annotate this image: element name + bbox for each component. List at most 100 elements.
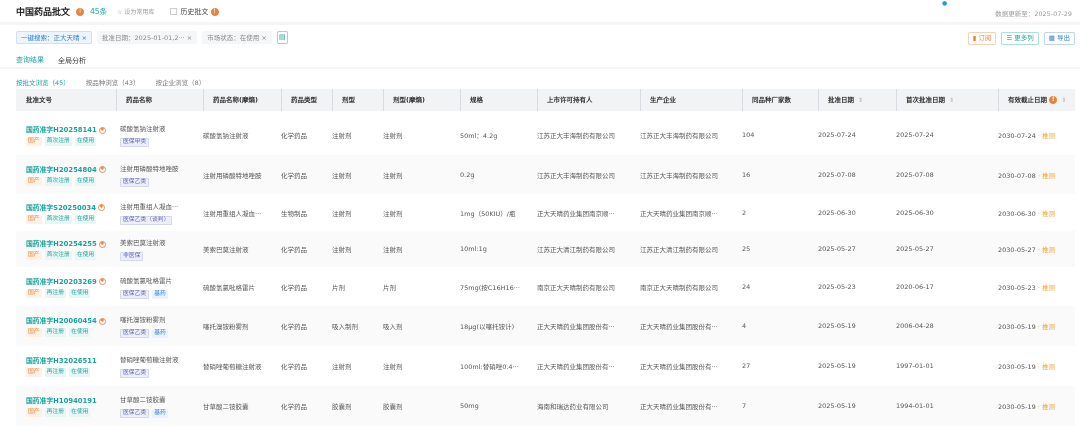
form2-cell: 注射剂 — [383, 246, 403, 254]
filter-save-icon[interactable]: ▤ — [276, 31, 288, 44]
holder-cell: 南京正大天晴制药有限公司 — [537, 283, 615, 292]
status-tag: 在使用 — [69, 408, 91, 417]
column-label: 批准文号 — [26, 96, 52, 104]
n-cell: 25 — [742, 245, 751, 253]
subscribe-label: 订阅 — [978, 34, 992, 42]
column-header[interactable]: 首次批准日期 ⇕ — [896, 89, 998, 111]
filter-chip[interactable]: 一键搜索：正大天晴 × — [16, 31, 93, 44]
close-icon[interactable]: × — [81, 34, 88, 42]
sort-icon[interactable]: ⇕ — [949, 97, 955, 104]
set-favorite-button[interactable]: ☆ 设为常用库 — [117, 7, 154, 16]
list-icon: ☰ — [1006, 34, 1013, 42]
first-cell: 2025-06-30 — [896, 208, 934, 217]
history-checkbox[interactable]: 历史批文 ! — [170, 7, 219, 17]
maker-cell: 南京正大天晴制药有限公司 — [640, 283, 718, 292]
indicator-dot: ● — [942, 0, 948, 7]
first-cell: 2025-07-24 — [896, 131, 934, 139]
column-header[interactable]: 剂型 — [332, 89, 383, 111]
subtab-by-variety[interactable]: 按品种浏览（43） — [85, 79, 140, 87]
approval-number-link[interactable]: 国药准字H32026511 — [26, 357, 97, 365]
type-cell: 化学药品 — [281, 363, 307, 371]
date-cell: 2025-05-27 — [818, 245, 856, 253]
date-cell: 2025-07-08 — [818, 170, 856, 179]
expire-date: 2030-07-08 — [998, 171, 1036, 180]
subtab-by-approval[interactable]: 按批文浏览（45） — [16, 79, 70, 87]
table-row[interactable]: 国药准字H20203269 ✱ 国产 再注册 在使用 硫酸氢氯吡格雷片 医保乙类 基药硫… — [16, 267, 1075, 306]
status-tag: 在使用 — [69, 328, 91, 337]
approval-number-link[interactable]: 国药准字H10940191 — [26, 397, 97, 405]
holder-cell: 正大天晴药业集团股份有··· — [537, 323, 615, 331]
status-tag: 再注册 — [44, 368, 67, 377]
form2-cell: 注射剂 — [383, 363, 403, 371]
filter-chip[interactable]: 批准日期：2025-01-01,2··· × — [97, 31, 198, 44]
favorite-label: 设为常用库 — [124, 9, 155, 16]
column-header[interactable]: 规格 — [460, 89, 537, 111]
drug-name-cell: 注射用磷酸特地唑胺 医保乙类 — [116, 163, 203, 187]
table-row[interactable]: 国药准字H20254804 ✱ 国产 首次注册 在使用 注射用磷酸特地唑胺 医保乙类注… — [16, 155, 1075, 194]
status-tag: 在使用 — [74, 251, 97, 260]
status-tag: 国产 — [26, 137, 42, 146]
checkbox-icon — [170, 8, 178, 15]
filter-label: 批准日期：2025-01-01,2··· — [102, 34, 185, 42]
column-header[interactable]: 药品名称(摩熵) — [203, 89, 281, 111]
column-header[interactable]: 有效截止日期 ! ⇕ — [998, 89, 1075, 111]
action-buttons: ▮ 订阅 ☰ 更多列 ▦ 导出 — [967, 32, 1075, 45]
expire-cell: 2030-05-19 · 推测 — [998, 363, 1055, 371]
guess-label: 推测 — [1041, 363, 1055, 371]
column-header[interactable]: 剂型(摩熵) — [383, 89, 460, 111]
holder-cell: 江苏正大丰海制药有限公司 — [537, 132, 615, 140]
column-header[interactable]: 药品类型 — [281, 89, 332, 111]
spec-cell: 100ml:替硝唑0.4··· — [460, 363, 519, 371]
export-button[interactable]: ▦ 导出 — [1043, 32, 1075, 45]
medal-icon: ✱ — [98, 240, 106, 248]
form2-cell: 注射剂 — [383, 171, 403, 180]
column-header[interactable]: 上市许可持有人 — [537, 89, 640, 111]
status-tag: 首次注册 — [44, 251, 72, 260]
close-icon[interactable]: × — [186, 34, 193, 42]
status-tag: 在使用 — [74, 137, 97, 146]
more-columns-button[interactable]: ☰ 更多列 — [1001, 32, 1039, 45]
date-cell: 2025-05-19 — [818, 322, 856, 330]
holder-cell: 江苏正大清江制药有限公司 — [537, 246, 615, 254]
table-row[interactable]: 国药准字S20250034 ✱ 国产 首次注册 在使用 注射用重组人凝血··· 医保乙… — [16, 194, 1075, 231]
filter-chip[interactable]: 市场状态：在使用 × — [202, 31, 272, 44]
column-header[interactable]: 药品名称 — [116, 89, 203, 111]
type-cell: 化学药品 — [281, 132, 307, 140]
guess-label: 推测 — [1041, 132, 1055, 140]
close-icon[interactable]: × — [261, 34, 267, 42]
table-row[interactable]: 国药准字H20258141 ✱ 国产 首次注册 在使用 碳酸氢钠注射液 医保甲类 碳酸氢… — [16, 115, 1075, 155]
column-header[interactable]: 批准文号 — [16, 89, 116, 111]
name2-cell: 注射用重组人凝血··· — [203, 209, 262, 218]
subtab-by-company[interactable]: 按企业浏览（8） — [155, 79, 206, 87]
table-row[interactable]: 国药准字H20254255 ✱ 国产 首次注册 在使用 美索巴莫注射液 非医保 美索巴莫… — [16, 231, 1075, 267]
column-header[interactable]: 批准日期 ⇕ — [818, 89, 896, 111]
form-cell: 吸入制剂 — [332, 323, 358, 331]
approval-number-link[interactable]: 国药准字H20254804 — [26, 165, 97, 174]
column-label: 批准日期 — [828, 96, 854, 104]
info-icon[interactable]: ! — [76, 7, 85, 16]
maker-cell: 正大天晴药业集团股份有··· — [640, 403, 718, 411]
column-label: 上市许可持有人 — [547, 96, 593, 104]
sort-icon[interactable]: ⇕ — [1061, 97, 1067, 104]
medal-icon: ✱ — [97, 204, 105, 211]
table-row[interactable]: 国药准字H32026511 国产 再注册 在使用 替硝唑葡萄糖注射液 医保乙类 替硝唑… — [16, 346, 1075, 386]
spec-cell: 75mg(按C16H16··· — [460, 283, 520, 292]
approval-number-link[interactable]: 国药准字H20258141 — [26, 126, 97, 134]
expire-date: 2030-05-19 — [998, 363, 1036, 371]
column-header[interactable]: 同品种厂家数 — [742, 89, 818, 111]
approval-number-link[interactable]: 国药准字H20060454 — [26, 317, 97, 325]
approval-number-link[interactable]: 国药准字S20250034 — [26, 203, 96, 212]
subscribe-button[interactable]: ▮ 订阅 — [967, 32, 997, 45]
approval-number-link[interactable]: 国药准字H20203269 — [26, 277, 97, 286]
column-header[interactable]: 生产企业 — [640, 89, 742, 111]
approval-number-link[interactable]: 国药准字H20254255 — [26, 240, 97, 248]
tab-analysis[interactable]: 全局分析 — [58, 56, 86, 65]
expire-cell: 2030-07-08 · 推测 — [998, 171, 1055, 180]
table-row[interactable]: 国药准字H10940191 国产 再注册 在使用 甘草酸二铵胶囊 医保乙类 基药 甘草酸… — [16, 386, 1075, 426]
expire-date: 2030-05-19 — [998, 403, 1036, 411]
drug-name-cell: 替硝唑葡萄糖注射液 医保乙类 — [116, 354, 203, 378]
spec-cell: 1mg（50KIU）/瓶 — [460, 209, 516, 218]
first-cell: 2006-04-28 — [896, 322, 934, 330]
sort-icon[interactable]: ⇕ — [858, 97, 864, 104]
table-row[interactable]: 国药准字H20060454 ✱ 国产 再注册 在使用 噻托溴铵粉雾剂 医保乙类 基药 噻托… — [16, 306, 1075, 346]
